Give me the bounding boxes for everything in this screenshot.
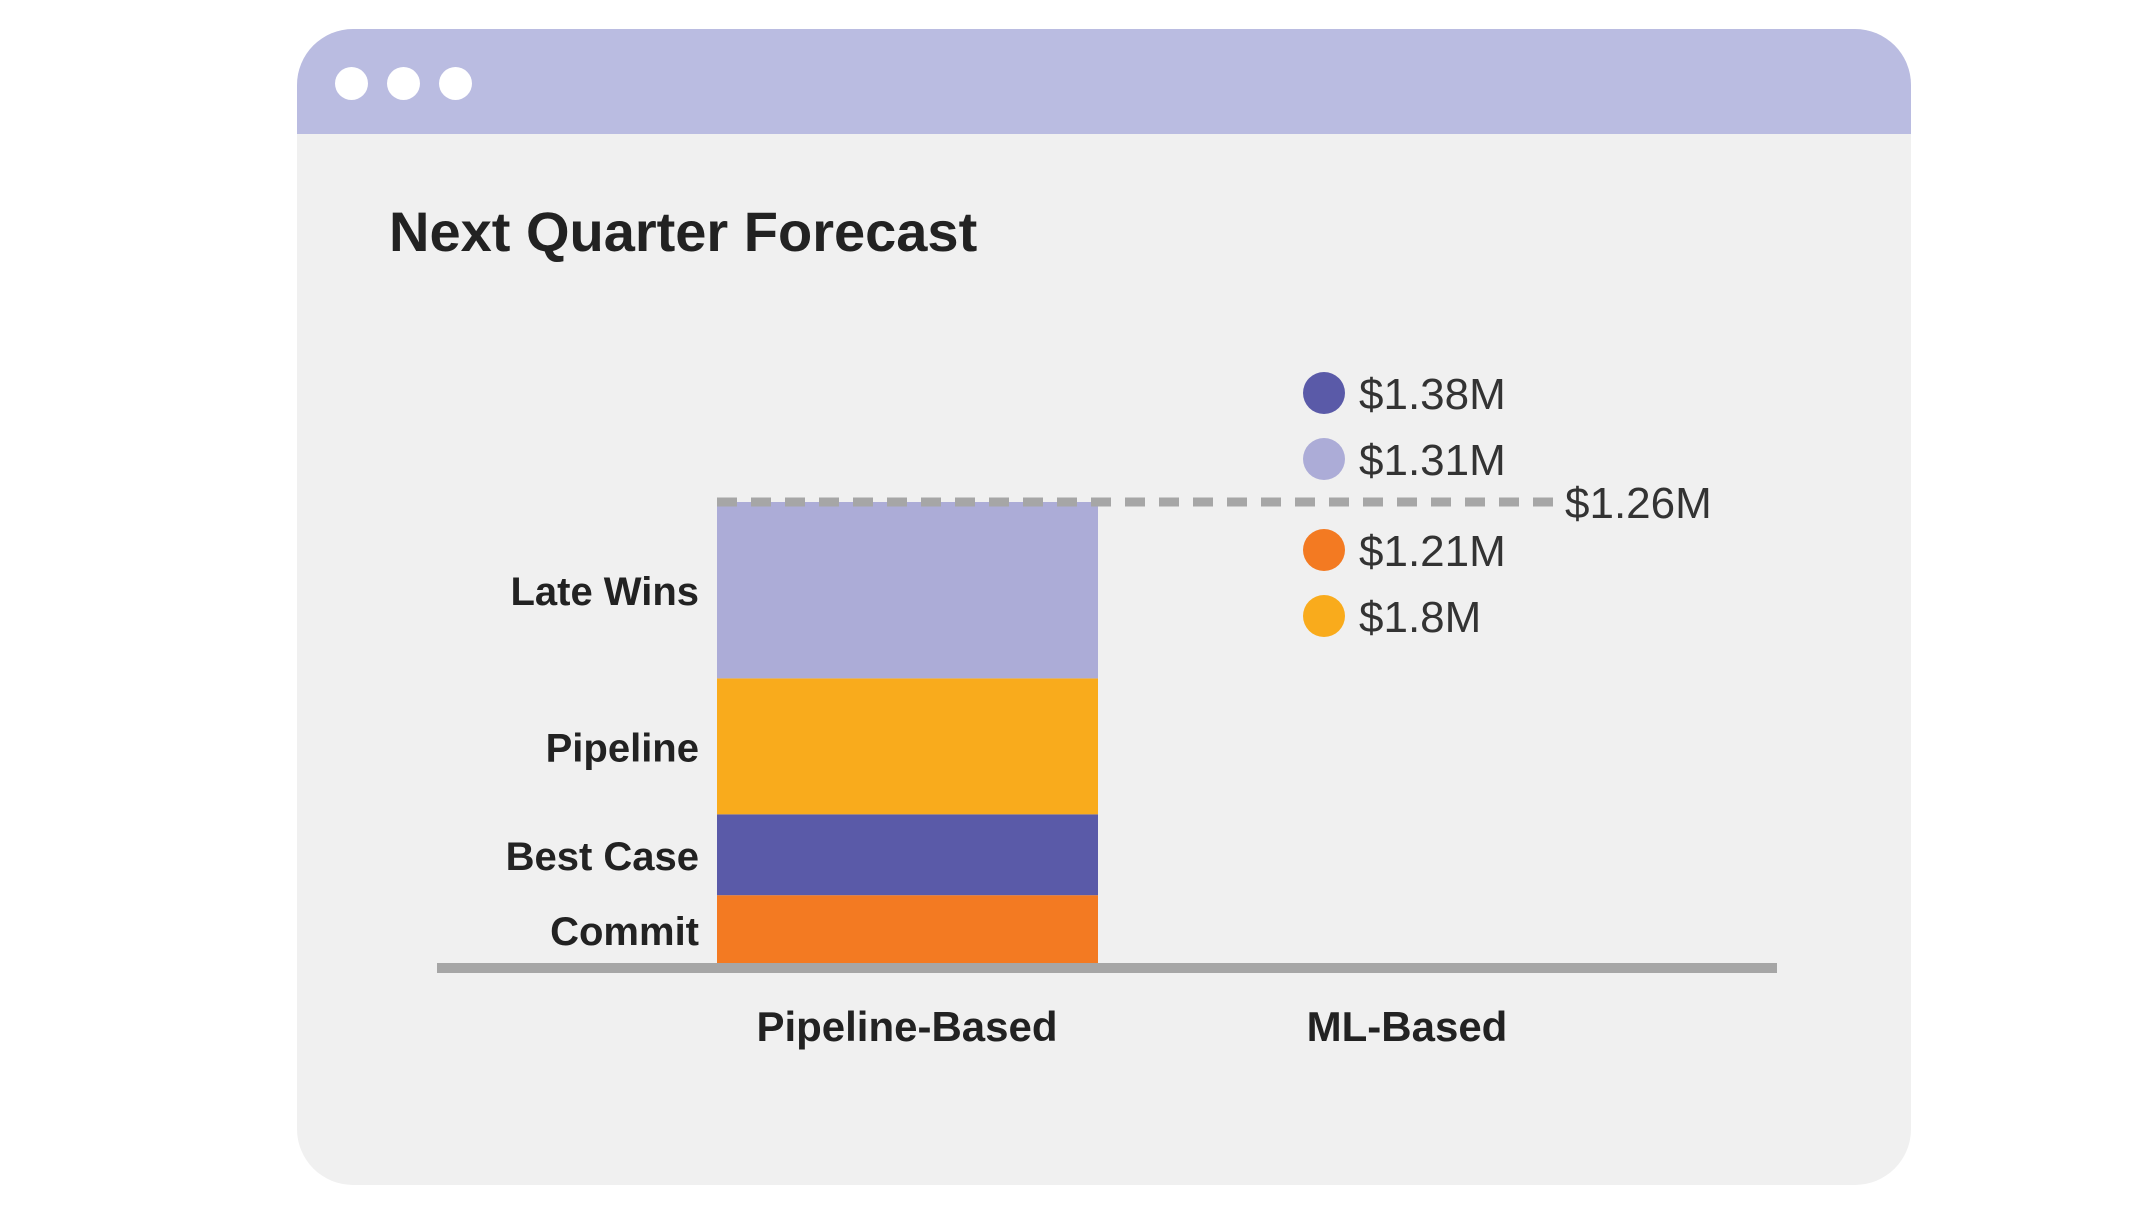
ml-marker-dot xyxy=(1303,529,1345,571)
category-label-pipeline-based: Pipeline-Based xyxy=(756,1003,1057,1050)
window-titlebar xyxy=(297,29,1911,134)
ml-marker-dot xyxy=(1303,438,1345,480)
segment-label-best-case: Best Case xyxy=(506,835,699,879)
segment-label-pipeline: Pipeline xyxy=(546,726,699,770)
ml-marker-label: $1.8M xyxy=(1359,593,1481,642)
forecast-chart: Commit Best Case Pipeline Late Wins Pipeline… xyxy=(437,370,1777,1050)
bar-segment-commit xyxy=(717,895,1098,965)
category-label-ml-based: ML-Based xyxy=(1307,1003,1508,1050)
segment-label-commit: Commit xyxy=(550,910,699,954)
ml-marker-dot xyxy=(1303,595,1345,637)
window-maximize-dot[interactable] xyxy=(439,67,472,100)
window-minimize-dot[interactable] xyxy=(387,67,420,100)
app-window: Next Quarter Forecast Commit Best Case Pip… xyxy=(297,29,1911,1185)
window-close-dot[interactable] xyxy=(335,67,368,100)
segment-label-late-wins: Late Wins xyxy=(510,570,699,614)
bar-segment-pipeline xyxy=(717,678,1098,815)
reference-line-label: $1.26M xyxy=(1565,479,1712,528)
page-title: Next Quarter Forecast xyxy=(389,200,978,263)
x-axis-baseline xyxy=(437,963,1777,973)
ml-marker-dot xyxy=(1303,372,1345,414)
ml-marker-label: $1.38M xyxy=(1359,370,1506,419)
bar-segment-best-case xyxy=(717,814,1098,896)
bar-segment-late-wins xyxy=(717,502,1098,679)
ml-marker-label: $1.21M xyxy=(1359,527,1506,576)
ml-marker-label: $1.31M xyxy=(1359,436,1506,485)
